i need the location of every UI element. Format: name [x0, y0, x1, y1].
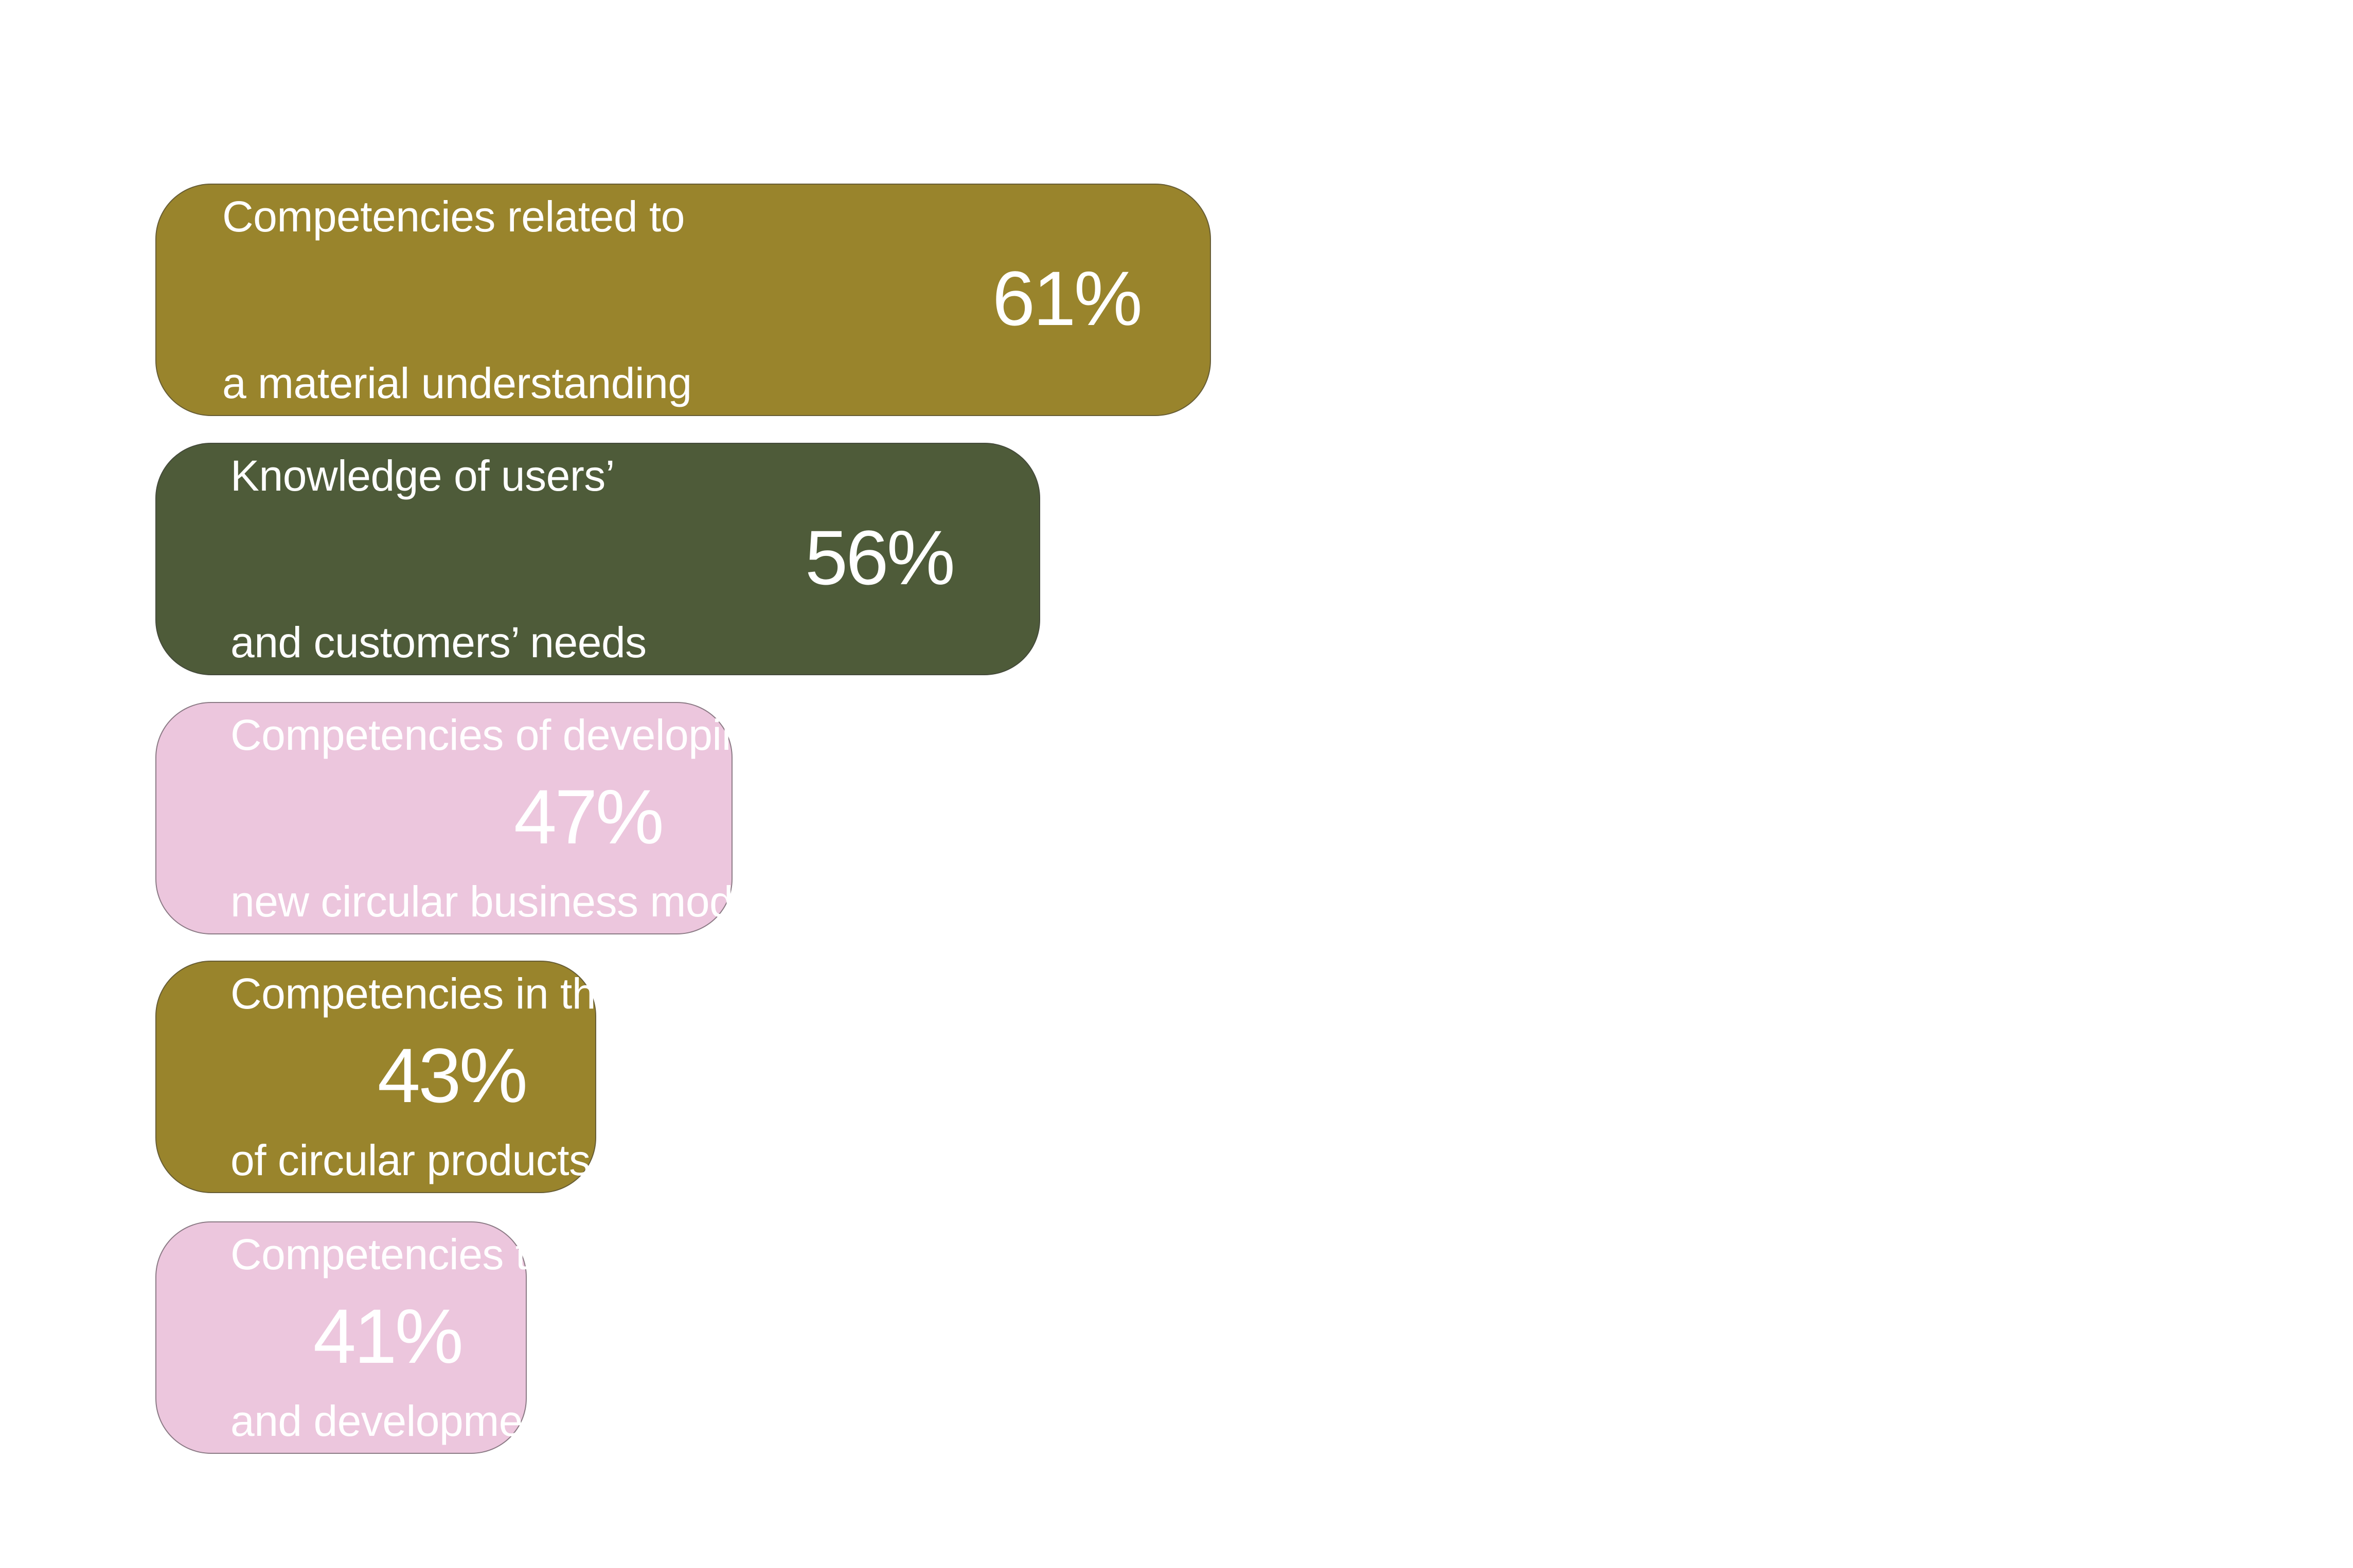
bar-label-line-2: of circular products and services — [230, 1136, 842, 1184]
bar-value: 43% — [377, 1032, 528, 1119]
bar-label-line-1: Competencies of developing — [230, 711, 770, 759]
bar-label-line-2: new circular business models — [230, 877, 788, 926]
bar-circular-business-models: Competencies of developing new circular … — [155, 702, 788, 934]
bar-label: Competencies of developing new circular … — [230, 596, 788, 1040]
bar-label: Competencies to facilitate innovation an… — [230, 1115, 925, 1560]
bar-label-line-2: and customers’ needs — [230, 618, 647, 666]
bar-design-development-circular-products: Competencies in the design and developme… — [155, 961, 1097, 1193]
bar-value: 41% — [313, 1293, 464, 1379]
bar-value: 61% — [992, 255, 1143, 341]
bar-label: Competencies in the design and developme… — [230, 855, 1097, 1299]
bar-label-line-1: Competencies related to — [222, 192, 685, 241]
bar-label: Competencies related to a material under… — [222, 78, 692, 522]
bar-label-line-2: and development processes — [230, 1397, 765, 1445]
bar-facilitate-innovation: Competencies to facilitate innovation an… — [155, 1221, 925, 1454]
bar-value: 47% — [513, 773, 664, 860]
bar-label-line-1: Competencies to facilitate innovation — [230, 1230, 925, 1278]
bar-label-line-1: Competencies in the design and developme… — [230, 969, 1097, 1018]
bar-material-understanding: Competencies related to a material under… — [155, 184, 1211, 416]
bar-label-line-2: a material understanding — [222, 359, 692, 407]
bar-value: 56% — [805, 514, 955, 601]
bar-label-line-1: Knowledge of users’ — [230, 452, 615, 500]
bar-users-customers-needs: Knowledge of users’ and customers’ needs… — [155, 443, 1040, 675]
bar-label: Knowledge of users’ and customers’ needs — [230, 337, 647, 781]
